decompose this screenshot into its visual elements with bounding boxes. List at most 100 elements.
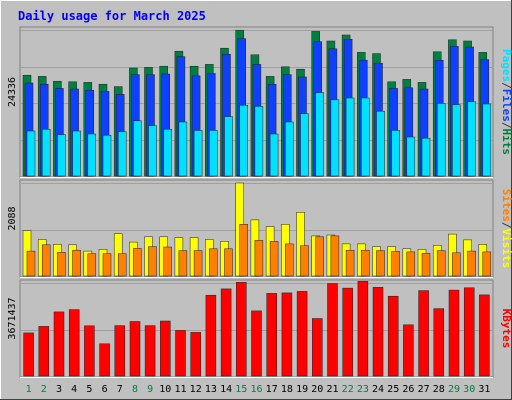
bar-pages-day-29: [452, 104, 461, 177]
bar-pages-day-4: [72, 130, 81, 177]
bar-pages-day-11: [178, 121, 188, 177]
x-tick-label: 13: [205, 384, 217, 395]
bar-pages-day-30: [467, 101, 476, 177]
bar-pages-day-17: [269, 133, 279, 177]
legend-item: Sites: [500, 189, 512, 222]
bar-sites-day-27: [421, 253, 431, 277]
x-tick-label: 21: [326, 384, 338, 395]
bar-kbytes-day-4: [68, 309, 80, 377]
legend-item: KBytes: [500, 309, 512, 349]
bar-sites-day-28: [436, 250, 446, 277]
x-tick-label: 5: [86, 384, 92, 395]
chart-title: Daily usage for March 2025: [18, 9, 206, 23]
x-tick-label: 19: [296, 384, 308, 395]
bar-kbytes-day-3: [53, 311, 65, 377]
legend-item: Pages: [500, 49, 512, 82]
x-tick-label: 16: [250, 384, 262, 395]
bar-pages-day-27: [421, 137, 431, 177]
bar-pages-day-15: [239, 104, 248, 177]
bar-sites-day-9: [148, 246, 157, 277]
bar-kbytes-day-2: [38, 326, 50, 377]
bar-sites-day-24: [376, 250, 385, 277]
bar-kbytes-day-13: [205, 294, 217, 377]
x-tick-label: 15: [235, 384, 247, 395]
x-tick-label: 2: [41, 384, 47, 395]
bar-kbytes-day-7: [114, 325, 126, 377]
bar-sites-day-5: [87, 253, 97, 277]
legend: Pages/Files/Hits: [500, 49, 512, 155]
bar-sites-day-1: [26, 250, 36, 277]
bar-pages-day-20: [315, 92, 324, 177]
bar-kbytes-day-16: [251, 310, 262, 377]
bar-sites-day-15: [239, 224, 248, 277]
legend: Sites/Visits: [500, 189, 512, 269]
x-tick-label: 31: [478, 384, 490, 395]
bar-sites-day-30: [467, 250, 476, 277]
x-tick-label: 17: [266, 384, 278, 395]
y-max-label: 2088: [7, 206, 18, 230]
bar-kbytes-day-11: [175, 330, 186, 377]
bar-kbytes-day-9: [144, 325, 156, 377]
bar-sites-day-26: [406, 251, 416, 277]
legend-item: /: [500, 122, 512, 129]
bar-kbytes-day-8: [129, 321, 141, 377]
bar-sites-day-16: [254, 240, 264, 277]
bar-kbytes-day-10: [160, 320, 171, 377]
bar-pages-day-6: [102, 134, 112, 177]
bar-kbytes-day-15: [236, 282, 247, 377]
bar-sites-day-19: [300, 245, 309, 277]
x-tick-label: 6: [102, 384, 108, 395]
legend: KBytes: [500, 309, 512, 349]
bar-pages-day-10: [163, 128, 172, 177]
bar-pages-day-3: [57, 134, 66, 177]
bar-pages-day-2: [41, 128, 51, 177]
bar-sites-day-18: [285, 243, 294, 277]
bar-kbytes-day-19: [296, 291, 308, 377]
bar-pages-day-16: [254, 106, 264, 177]
x-tick-label: 29: [448, 384, 460, 395]
x-tick-label: 10: [159, 384, 171, 395]
x-tick-label: 20: [311, 384, 323, 395]
x-tick-label: 25: [387, 384, 399, 395]
bar-kbytes-day-18: [281, 292, 293, 377]
bar-sites-day-14: [224, 248, 233, 277]
bar-sites-day-13: [209, 248, 218, 277]
bar-pages-day-14: [224, 116, 233, 177]
x-tick-label: 28: [433, 384, 445, 395]
bar-kbytes-day-1: [23, 332, 34, 377]
bar-kbytes-day-20: [312, 318, 323, 377]
bar-sites-day-8: [133, 248, 142, 277]
bar-pages-day-8: [133, 120, 142, 177]
bar-pages-day-22: [345, 97, 355, 177]
legend-item: /: [500, 222, 512, 229]
legend-item: /: [500, 82, 512, 89]
bar-sites-day-20: [315, 236, 324, 277]
bar-pages-day-26: [406, 136, 416, 177]
bar-kbytes-day-31: [479, 294, 490, 377]
bar-pages-day-28: [436, 103, 446, 177]
bar-pages-day-1: [26, 130, 36, 177]
bar-kbytes-day-24: [372, 287, 384, 377]
x-tick-label: 11: [174, 384, 186, 395]
bar-sites-day-29: [452, 252, 461, 277]
bar-sites-day-2: [41, 244, 51, 277]
x-axis-labels: 1 2 3 4 5 6 7 8 9 10 11 12 13 14 15 16 17 18 19 20 21 22 23 24 2…: [26, 384, 491, 395]
bar-sites-day-23: [361, 249, 370, 277]
x-tick-label: 8: [132, 384, 138, 395]
bar-pages-day-5: [87, 133, 97, 177]
bar-sites-day-25: [391, 251, 400, 277]
bar-kbytes-day-29: [448, 289, 460, 377]
bar-kbytes-day-14: [220, 288, 232, 377]
bar-pages-day-21: [330, 99, 340, 177]
bar-kbytes-day-27: [418, 290, 429, 377]
bar-pages-day-18: [285, 121, 294, 177]
panel-visits-sites: 2088 Sites/Visits: [7, 179, 512, 278]
bar-sites-day-22: [345, 249, 355, 277]
bar-kbytes-day-17: [266, 293, 277, 377]
bar-pages-day-23: [361, 97, 370, 177]
x-tick-label: 1: [26, 384, 32, 395]
x-tick-label: 24: [372, 384, 384, 395]
